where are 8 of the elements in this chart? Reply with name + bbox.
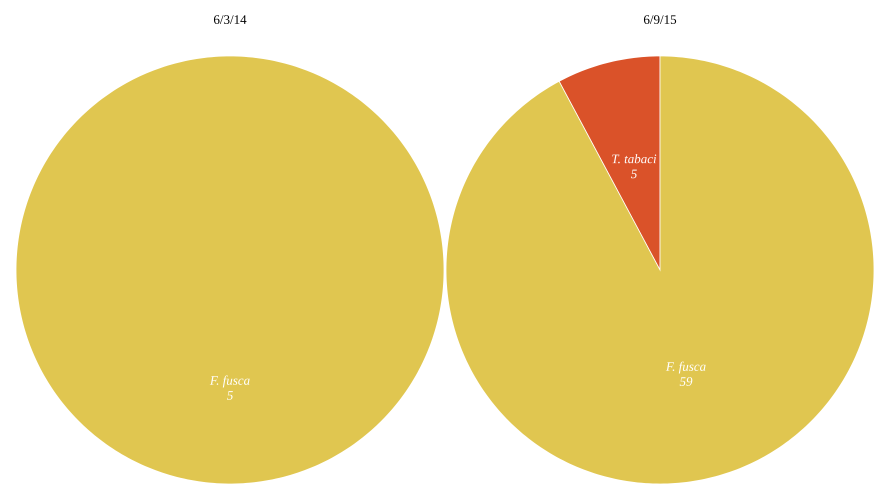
slice-label: F. fusca bbox=[666, 362, 706, 374]
data-label: 5 bbox=[226, 391, 233, 400]
slice-label: T. tabaci bbox=[612, 154, 656, 164]
data-label: 5 bbox=[630, 170, 637, 178]
chart-title: 6/9/15 bbox=[644, 15, 676, 24]
data-label: 59 bbox=[680, 377, 692, 386]
chart-title: 6/3/14 bbox=[214, 15, 246, 24]
slice-label: F. fusca bbox=[210, 376, 250, 388]
